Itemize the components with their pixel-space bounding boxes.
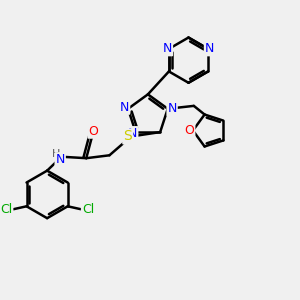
- Text: N: N: [56, 153, 65, 166]
- Text: O: O: [88, 125, 98, 138]
- Text: N: N: [120, 101, 129, 114]
- Text: Cl: Cl: [0, 203, 12, 216]
- Text: S: S: [123, 129, 132, 143]
- Text: N: N: [167, 102, 177, 115]
- Text: H: H: [52, 149, 60, 159]
- Text: O: O: [184, 124, 194, 137]
- Text: N: N: [205, 42, 214, 55]
- Text: N: N: [163, 42, 172, 55]
- Text: N: N: [128, 127, 137, 140]
- Text: Cl: Cl: [82, 203, 94, 216]
